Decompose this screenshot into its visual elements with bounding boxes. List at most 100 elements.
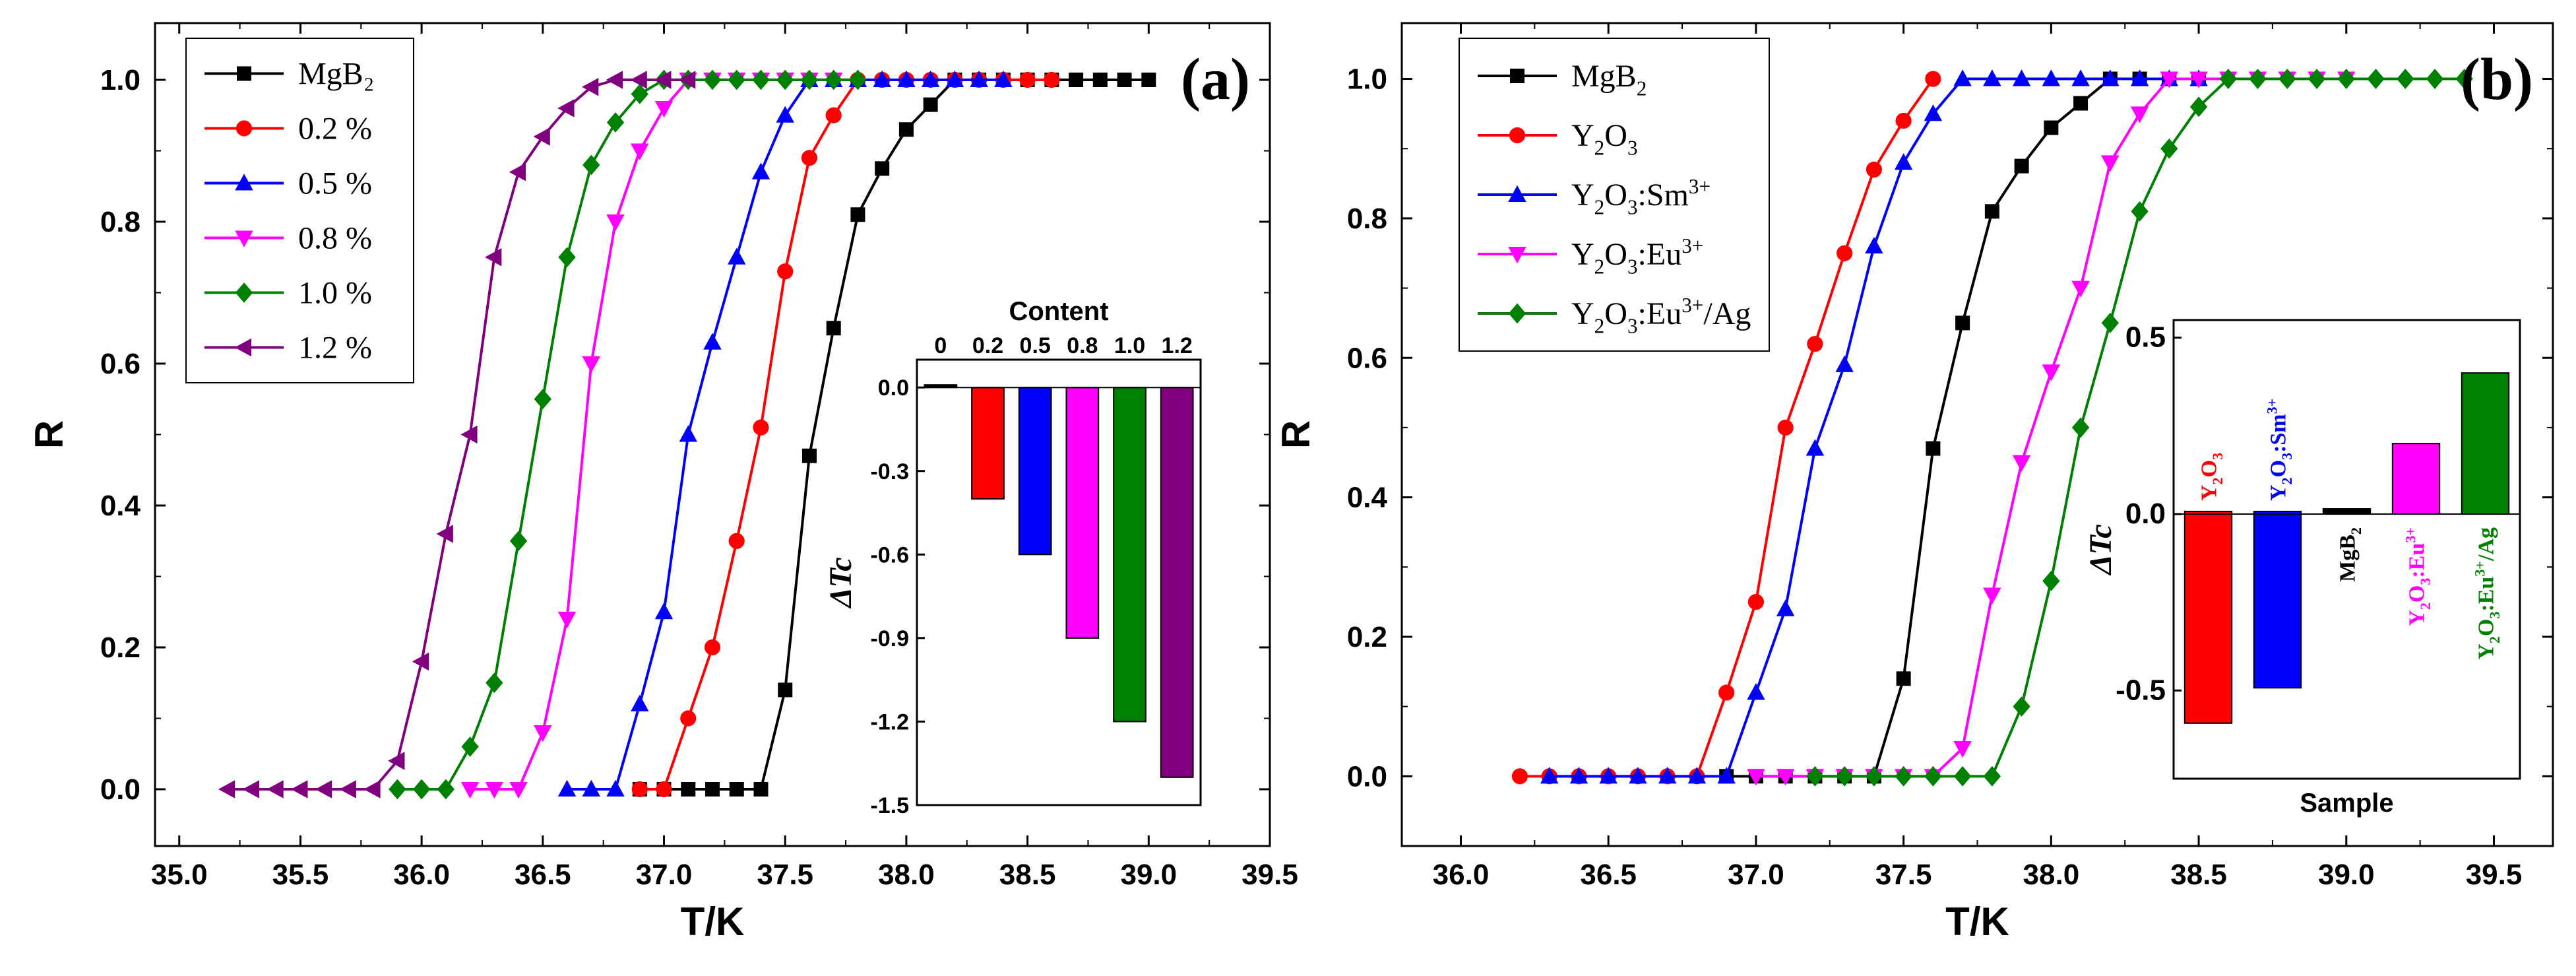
inset-bar [2183, 511, 2233, 724]
data-point-s2 [1540, 767, 1559, 784]
data-point-s5 [485, 248, 502, 267]
data-point-s5 [363, 780, 381, 798]
inset-category-label: 0.2 [972, 333, 1003, 358]
x-tick-label: 39.0 [1120, 859, 1177, 891]
data-point-s3 [534, 725, 552, 742]
data-point-s2 [994, 70, 1013, 87]
data-point-s0 [681, 782, 696, 797]
x-axis-title: T/K [1945, 899, 2009, 944]
y-tick-label: 1.0 [100, 64, 141, 96]
data-point-s0 [898, 122, 914, 137]
data-point-s4 [509, 531, 528, 552]
data-point-s4 [1924, 765, 1942, 787]
data-point-s3 [1776, 769, 1795, 786]
data-point-s1 [1718, 684, 1735, 701]
data-point-s5 [412, 652, 429, 671]
data-point-s4 [389, 779, 406, 800]
data-point-s1 [753, 419, 769, 436]
data-point-s2 [1806, 439, 1825, 456]
data-point-s5 [654, 71, 672, 89]
data-point-s4 [2042, 571, 2060, 591]
y-tick-label: 0.4 [1347, 482, 1388, 514]
data-point-s0 [1955, 315, 1970, 331]
legend-label: Y2O3:Eu3+/Ag [1571, 294, 1751, 338]
x-tick-label: 36.5 [515, 859, 571, 891]
y-tick-label: 0.6 [1347, 342, 1387, 374]
legend-marker [1510, 69, 1524, 83]
inset-category-label: 1.0 [1114, 333, 1145, 358]
data-point-s1 [1019, 71, 1036, 88]
data-point-s0 [875, 161, 890, 176]
data-point-s0 [778, 682, 793, 698]
data-point-s2 [1776, 599, 1795, 616]
x-tick-label: 37.5 [757, 859, 813, 891]
legend-marker [235, 282, 253, 303]
data-point-s5 [339, 780, 356, 798]
x-tick-label: 37.0 [1728, 859, 1784, 891]
data-point-s4 [2101, 313, 2120, 333]
inset-bar-label: Y2O3 [2197, 453, 2226, 501]
data-point-s4 [776, 69, 794, 90]
data-point-s1 [801, 150, 818, 166]
inset-y-tick-label: -0.5 [2116, 674, 2166, 706]
inset-bar-label: MgB2 [2336, 527, 2365, 582]
data-point-s2 [1983, 69, 2001, 86]
inset-bar [971, 387, 1005, 500]
data-point-s4 [2337, 69, 2355, 89]
x-tick-label: 38.5 [999, 859, 1056, 891]
data-point-s4 [2278, 69, 2296, 89]
data-point-s2 [945, 70, 964, 87]
inset-y-tick-label: 0.0 [878, 375, 909, 401]
data-point-s0 [1984, 204, 1999, 219]
data-point-s4 [2455, 69, 2473, 89]
data-point-s2 [2130, 69, 2149, 86]
x-tick-label: 39.5 [2466, 859, 2523, 891]
data-point-s3 [2101, 155, 2120, 172]
data-point-s2 [776, 106, 794, 123]
data-point-s3 [1747, 769, 1765, 786]
data-point-s1 [1511, 768, 1528, 785]
data-point-s4 [486, 672, 503, 694]
legend-marker [1508, 303, 1526, 324]
data-point-s4 [2367, 69, 2385, 89]
inset-bar [2461, 372, 2510, 515]
data-point-s3 [2042, 364, 2061, 381]
inset-category-label: 1.2 [1162, 333, 1193, 358]
data-point-s4 [849, 69, 867, 90]
data-point-s4 [1806, 765, 1824, 787]
data-point-s2 [679, 425, 698, 442]
inset-bar [1113, 387, 1147, 723]
data-point-s1 [1747, 594, 1765, 610]
data-point-s2 [631, 694, 649, 711]
data-point-s0 [1926, 441, 1941, 456]
x-tick-label: 37.0 [636, 859, 693, 891]
legend-marker [236, 120, 253, 137]
data-point-s4 [631, 84, 648, 104]
data-point-s1 [631, 781, 648, 798]
data-point-s2 [1629, 767, 1647, 784]
inset-bar [2322, 508, 2372, 515]
inset-y-tick-label: -1.2 [870, 709, 909, 734]
inset-y-axis-title: ΔTc [2083, 524, 2118, 575]
inset-y-tick-label: -0.9 [870, 626, 909, 651]
x-axis-title: T/K [681, 899, 745, 944]
data-point-s4 [2189, 96, 2208, 117]
data-point-s3 [557, 612, 577, 629]
data-point-s2 [1953, 69, 1972, 86]
data-point-s4 [2308, 69, 2326, 89]
data-point-s2 [2042, 69, 2061, 86]
inset-bar [1018, 387, 1052, 556]
y-tick-label: 0.0 [1347, 760, 1387, 793]
data-point-s4 [2131, 201, 2149, 222]
data-point-s4 [1983, 765, 2001, 787]
data-point-s2 [1599, 767, 1618, 784]
data-point-s4 [1953, 765, 1972, 787]
data-point-s3 [654, 101, 674, 118]
data-point-s4 [825, 69, 842, 90]
x-tick-label: 39.5 [1241, 859, 1298, 891]
data-point-s2 [970, 70, 988, 87]
data-point-s5 [606, 71, 623, 89]
data-point-s1 [1777, 419, 1794, 436]
data-point-s1 [656, 781, 672, 798]
inset-y-tick-label: -1.5 [870, 793, 909, 818]
